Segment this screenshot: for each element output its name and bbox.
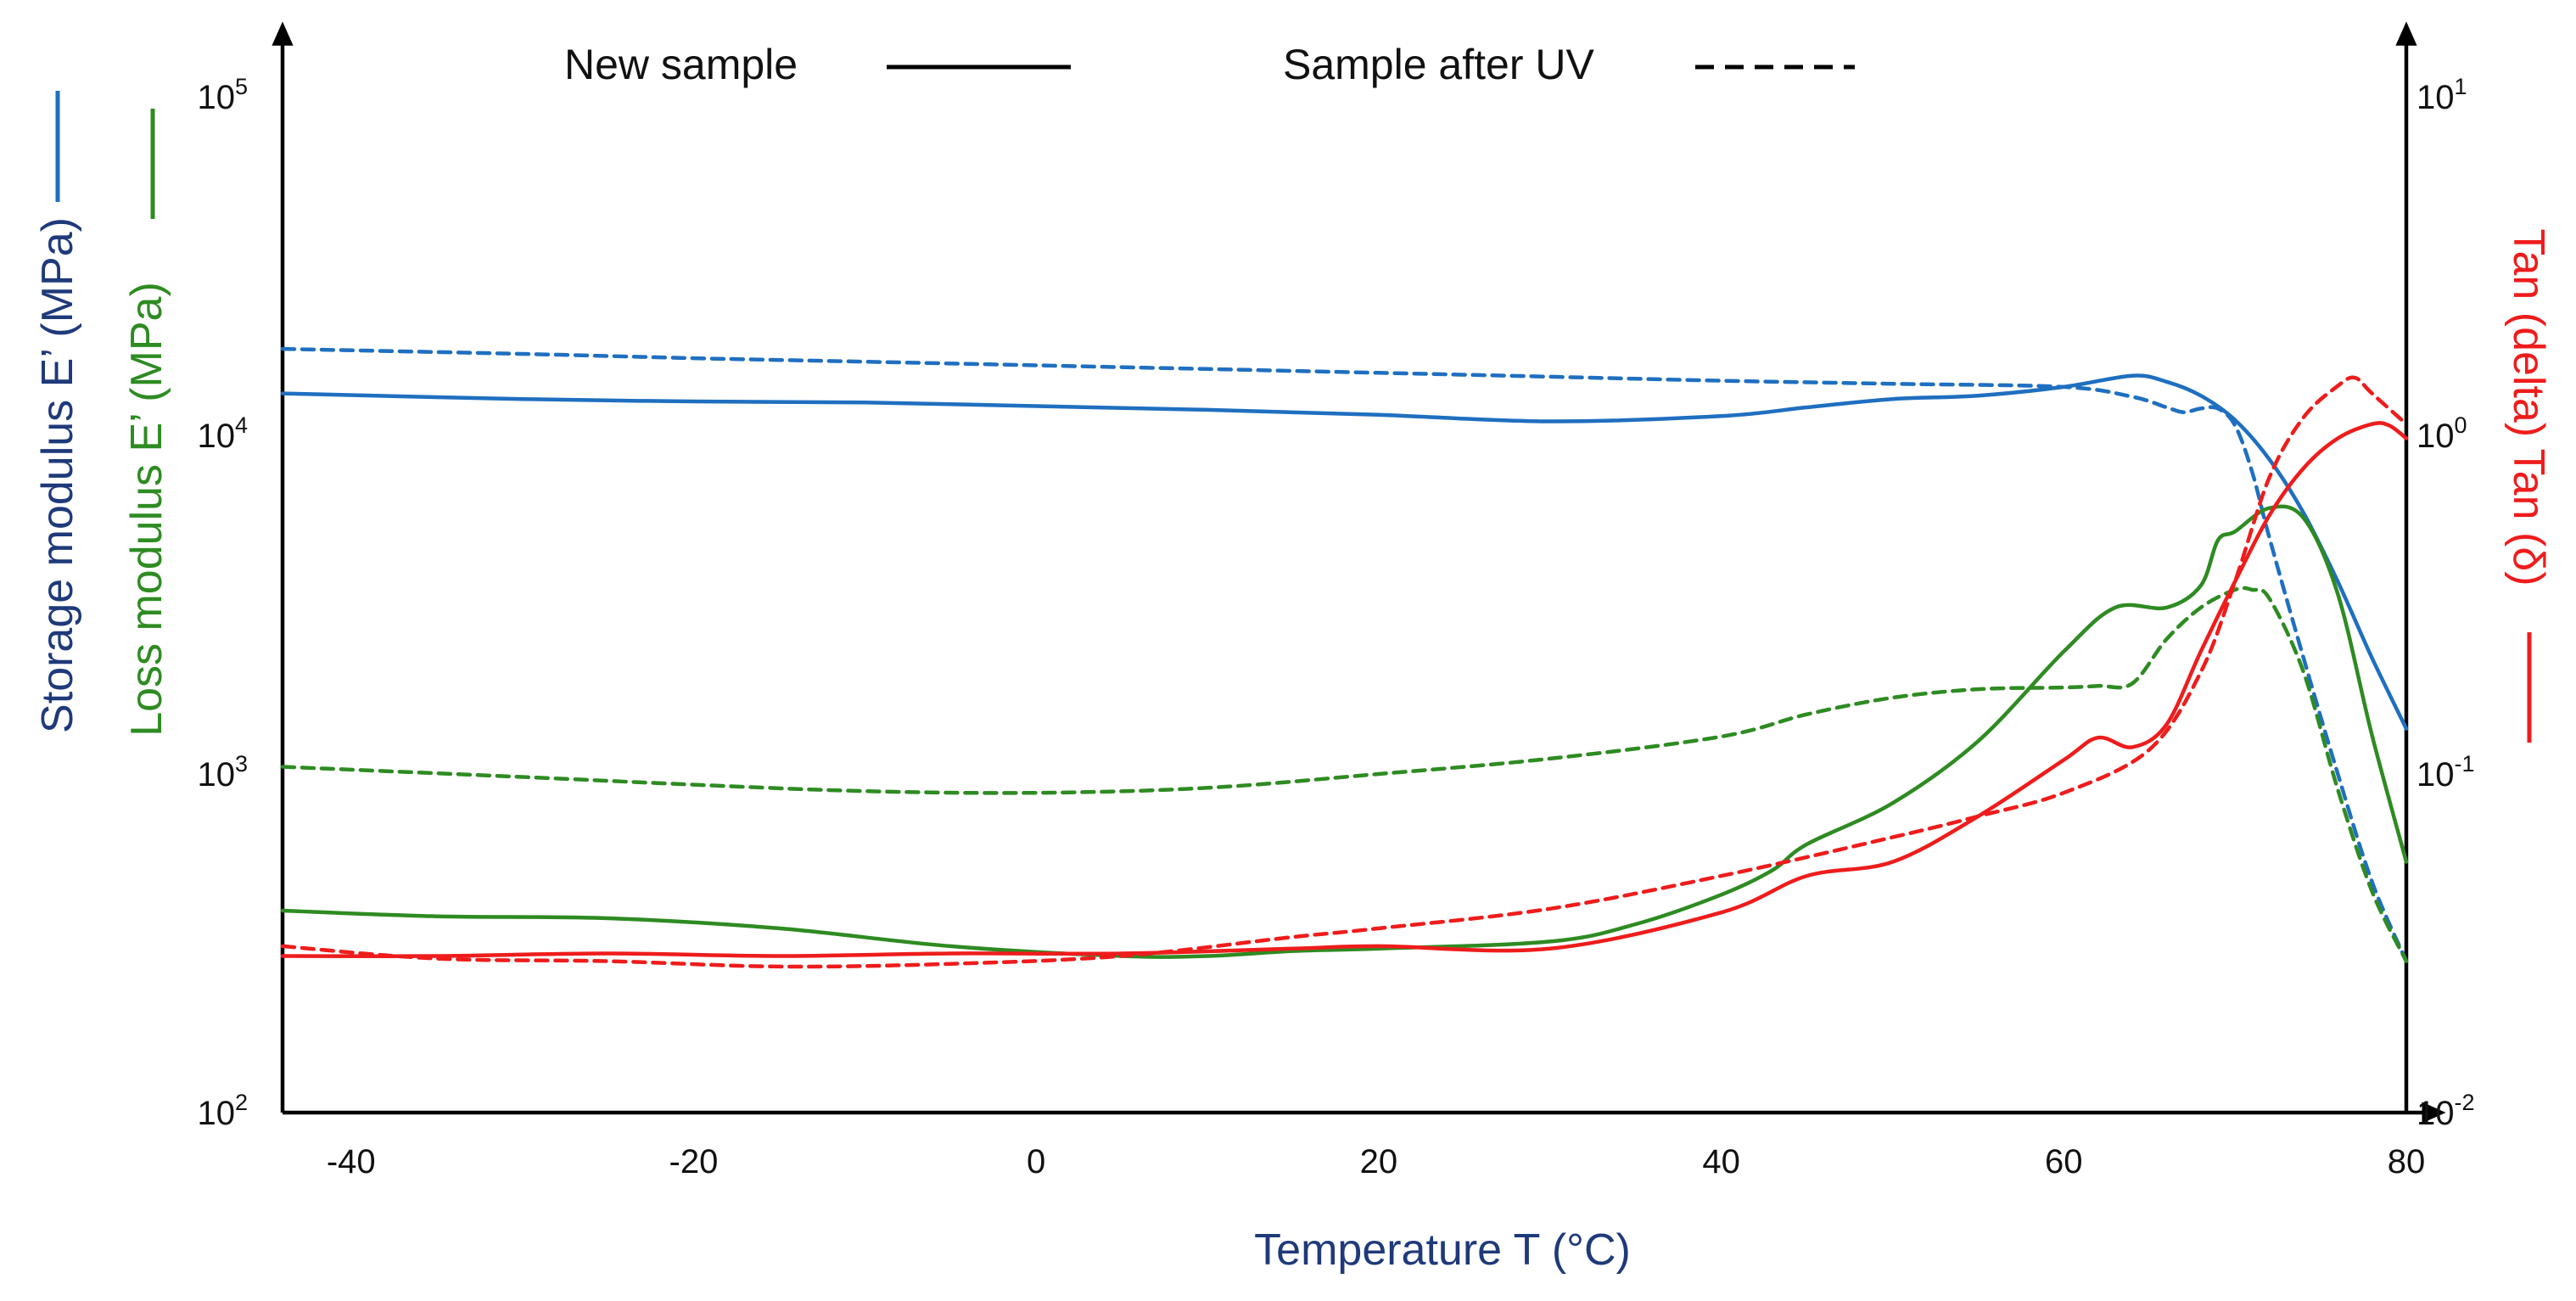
- series-loss-modulus-sample-after-uv: [280, 586, 2409, 963]
- y-tick-label: 103: [197, 751, 248, 793]
- series-lines: [280, 346, 2409, 969]
- y-tick-label: 104: [197, 412, 248, 455]
- x-tick-label: 60: [2045, 1143, 2083, 1180]
- y-tick-label: 102: [197, 1090, 248, 1132]
- x-tick-label: 40: [1702, 1143, 1740, 1180]
- x-tick-label: -40: [327, 1143, 376, 1180]
- y-tick-label: 101: [2416, 74, 2467, 116]
- x-axis-title: Temperature T (°C): [1254, 1225, 1631, 1275]
- series-tan-delta-sample-after-uv: [280, 375, 2409, 969]
- x-tick-label: 20: [1360, 1143, 1398, 1180]
- left-y-tick-labels: 102 103 104 105: [197, 74, 248, 1132]
- y-axis-title-storage: Storage modulus E’ (MPa): [33, 217, 82, 733]
- y-tick-label: 100: [2416, 412, 2467, 455]
- legend-new-sample-label: New sample: [564, 41, 798, 88]
- y-axis-title-loss: Loss modulus E’ (MPa): [122, 282, 171, 737]
- series-loss-modulus-new-sample: [280, 504, 2409, 959]
- y-axis-title-tan-delta: Tan (delta) Tan (δ): [2504, 228, 2553, 586]
- y-tick-label: 105: [197, 74, 248, 116]
- x-tick-label: -20: [669, 1143, 719, 1180]
- series-storage-modulus-sample-after-uv: [280, 346, 2409, 963]
- y-tick-label: 10-1: [2416, 751, 2475, 793]
- legend-uv-sample-label: Sample after UV: [1283, 41, 1594, 88]
- x-tick-labels: -40 -20 0 20 40 60 80: [327, 1143, 2425, 1180]
- x-tick-label: 80: [2388, 1143, 2426, 1180]
- series-storage-modulus-new-sample: [280, 373, 2409, 731]
- series-tan-delta-new-sample: [280, 421, 2409, 958]
- y-tick-label: 10-2: [2416, 1090, 2475, 1132]
- x-tick-label: 0: [1027, 1143, 1045, 1180]
- right-y-tick-labels: 10-2 10-1 100 101: [2416, 74, 2475, 1132]
